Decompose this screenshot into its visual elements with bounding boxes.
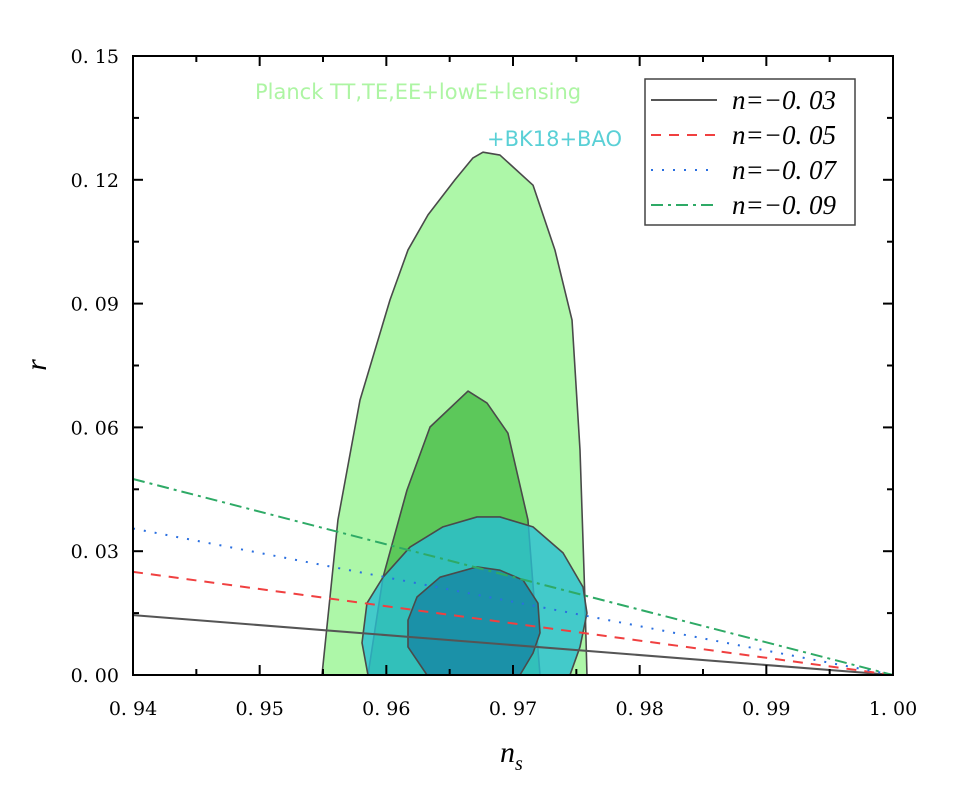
x-tick-label: 0. 98 [615, 698, 663, 720]
series-line-1 [132, 570, 894, 676]
x-tick-label: 0. 94 [109, 698, 157, 720]
legend-label-1: n=−0. 05 [732, 120, 836, 150]
y-tick-label: 0. 15 [71, 46, 119, 68]
series-line-2 [132, 527, 894, 676]
contour-3 [407, 566, 541, 676]
legend-label-3: n=−0. 09 [732, 190, 836, 220]
y-tick-label: 0. 06 [71, 417, 119, 439]
y-tick-label: 0. 09 [71, 294, 119, 316]
y-tick-label: 0. 12 [71, 170, 119, 192]
x-axis-label: ns [500, 736, 523, 775]
legend-label-2: n=−0. 07 [732, 155, 837, 185]
annotation-planck: Planck TT,TE,EE+lowE+lensing [255, 80, 581, 104]
axes: 0. 94 0. 95 0. 96 0. 97 0. 98 0. 99 1. 00 0. 00… [71, 46, 918, 720]
annotation-bk18: +BK18+BAO [487, 127, 622, 151]
contours [321, 151, 588, 676]
x-tick-label: 0. 97 [489, 698, 537, 720]
x-tick-label: 1. 00 [869, 698, 917, 720]
legend-label-0: n=−0. 03 [732, 85, 836, 115]
series-line-3 [132, 478, 894, 676]
y-axis-label: r [20, 359, 53, 371]
legend-box [644, 78, 856, 226]
x-tick-label: 0. 96 [362, 698, 410, 720]
y-tick-label: 0. 03 [71, 541, 119, 563]
legend: n=−0. 03 n=−0. 05 n=−0. 07 n=−0. 09 [644, 78, 856, 226]
y-tick-label: 0. 00 [71, 665, 119, 687]
x-tick-label: 0. 99 [742, 698, 790, 720]
x-tick-label: 0. 95 [235, 698, 283, 720]
